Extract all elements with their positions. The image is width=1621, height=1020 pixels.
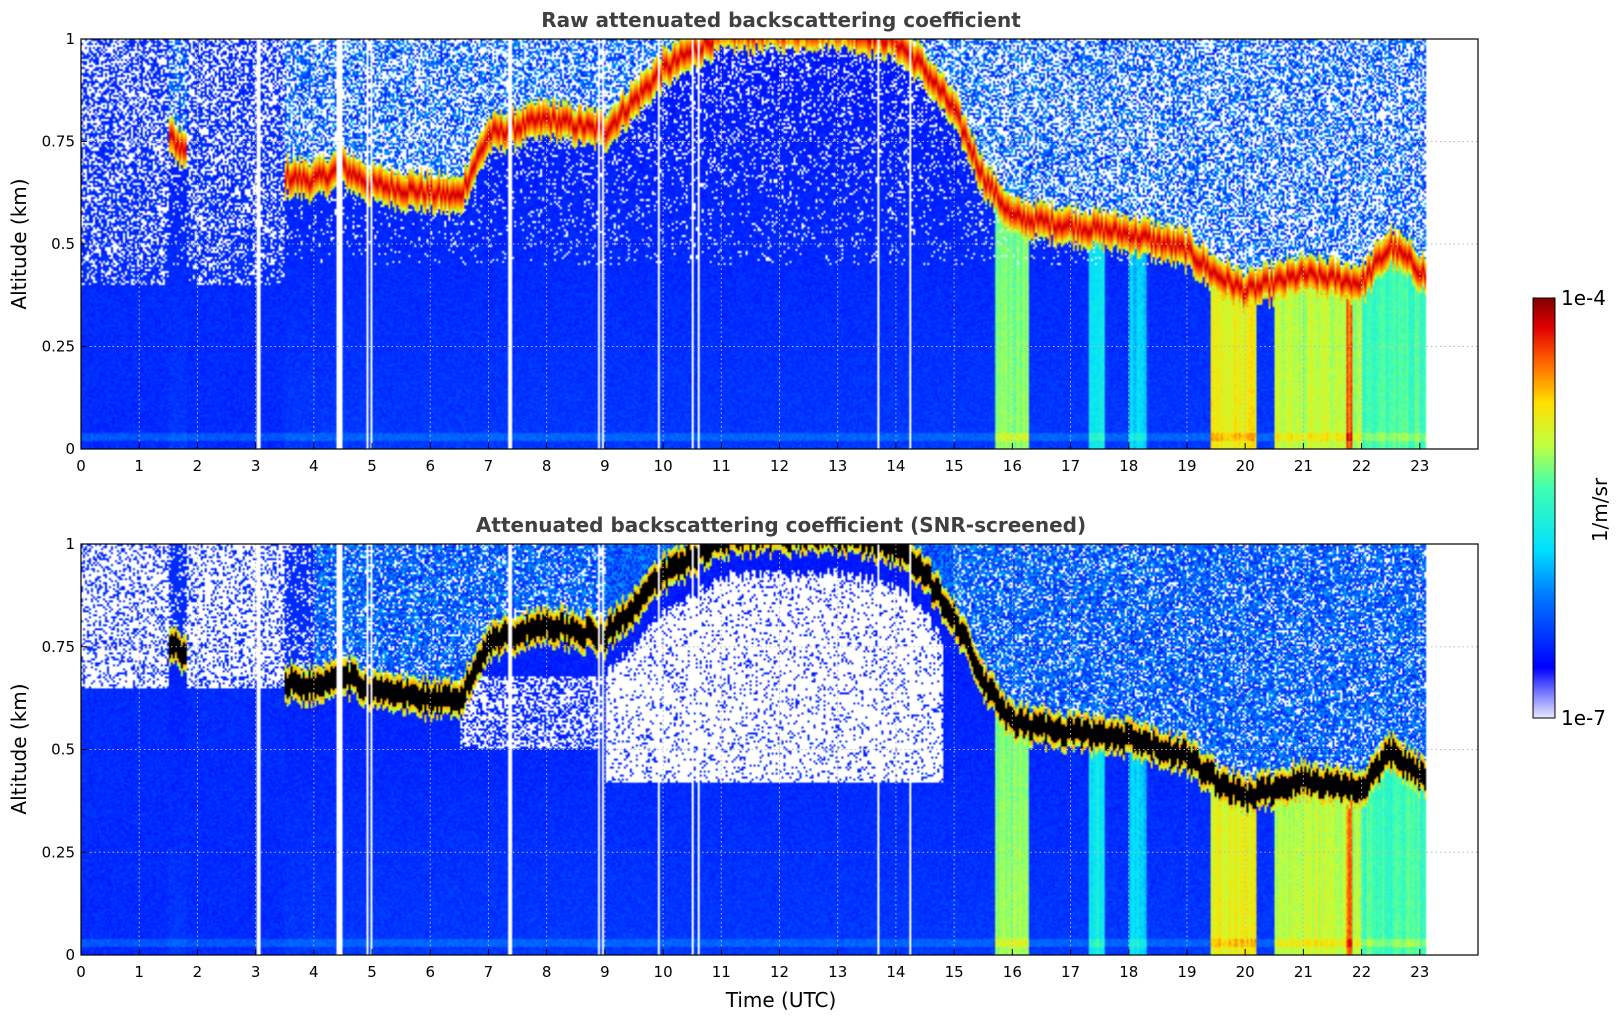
panel-1-x-tick-label: 6 [425,457,435,475]
panel-1-y-tick-label: 0.75 [42,133,75,151]
panel-1-y-tick-label: 1 [65,30,75,48]
panel-2-x-tick-label: 7 [484,963,494,981]
panel-1-x-tick-label: 23 [1410,457,1429,475]
panel-1-x-tick-label: 14 [886,457,905,475]
panel-2-x-tick-label: 5 [367,963,377,981]
panel-1-x-tick-label: 18 [1119,457,1138,475]
panel-1-x-tick-label: 17 [1061,457,1080,475]
panel-1-x-tick-label: 0 [76,457,86,475]
panel-1-y-tick-label: 0 [65,440,75,458]
colorbar-scale [1532,297,1556,719]
colorbar-max-label: 1e-4 [1561,286,1606,310]
panel-2-x-tick-label: 15 [945,963,964,981]
panel-2-x-tick-label: 18 [1119,963,1138,981]
panel-2-y-tick-label: 0 [65,946,75,964]
panel-2-x-tick-label: 6 [425,963,435,981]
panel-raw: Raw attenuated backscattering coefficien… [7,8,1479,475]
panel-2-x-tick-label: 1 [134,963,144,981]
panel-2-ylabel: Altitude (km) [7,683,31,814]
panel-2-x-tick-label: 9 [600,963,610,981]
panel-1-y-ticks: 0 0.25 0.5 0.75 1 [42,30,87,458]
panel-1-x-tick-label: 10 [654,457,673,475]
panel-1-x-tick-label: 5 [367,457,377,475]
panel-1-x-tick-label: 20 [1236,457,1255,475]
panel-2-x-tick-label: 16 [1003,963,1022,981]
panel-2-x-tick-label: 3 [251,963,261,981]
panel-1-x-tick-label: 13 [828,457,847,475]
panel-2-x-tick-label: 22 [1352,963,1371,981]
panel-1-x-tick-label: 8 [542,457,552,475]
panel-2-x-tick-label: 11 [712,963,731,981]
panel-2-x-tick-label: 2 [193,963,203,981]
panel-2-x-tick-label: 23 [1410,963,1429,981]
panel-1-y-tick-label: 0.25 [42,338,75,356]
panel-2-y-tick-label: 0.75 [42,638,75,656]
panel-screened: Attenuated backscattering coefficient (S… [7,513,1479,1012]
panel-2-x-tick-label: 12 [770,963,789,981]
panel-1-title: Raw attenuated backscattering coefficien… [541,8,1021,32]
panel-2-grid [81,544,1478,955]
panel-1-y-tick-label: 0.5 [51,235,75,253]
panel-1-x-tick-label: 9 [600,457,610,475]
colorbar: 1e-4 1e-7 1/m/sr [1532,286,1612,730]
panel-1-x-tick-label: 7 [484,457,494,475]
panel-1-x-tick-label: 21 [1294,457,1313,475]
panel-2-x-tick-label: 19 [1177,963,1196,981]
panel-2-x-tick-label: 21 [1294,963,1313,981]
panel-2-x-tick-label: 14 [886,963,905,981]
panel-2-y-ticks: 0 0.25 0.5 0.75 1 [42,535,87,964]
x-axis-label: Time (UTC) [725,988,837,1012]
panel-1-x-tick-label: 3 [251,457,261,475]
panel-1-x-ticks: 0 1 2 3 4 5 6 7 8 9 10 11 12 13 14 15 16 17 18 19 20 21 22 23 [76,443,1429,475]
panel-2-x-tick-label: 4 [309,963,319,981]
panel-2-x-tick-label: 0 [76,963,86,981]
panel-1-x-tick-label: 11 [712,457,731,475]
panel-2-y-tick-label: 0.25 [42,843,75,861]
panel-2-x-ticks: 0 1 2 3 4 5 6 7 8 9 10 11 12 13 14 15 16 17 18 19 20 21 22 23 [76,949,1429,981]
panel-2-y-tick-label: 1 [65,535,75,553]
panel-1-x-tick-label: 16 [1003,457,1022,475]
panel-1-x-tick-label: 2 [193,457,203,475]
panel-2-x-tick-label: 10 [654,963,673,981]
panel-2-title: Attenuated backscattering coefficient (S… [476,513,1086,537]
panel-2-x-tick-label: 17 [1061,963,1080,981]
panel-1-x-tick-label: 4 [309,457,319,475]
panel-1-ylabel: Altitude (km) [7,178,31,309]
panel-1-x-tick-label: 22 [1352,457,1371,475]
colorbar-min-label: 1e-7 [1561,706,1606,730]
panel-2-x-tick-label: 13 [828,963,847,981]
panel-1-x-tick-label: 19 [1177,457,1196,475]
colorbar-unit-label: 1/m/sr [1588,477,1612,542]
panel-2-x-tick-label: 20 [1236,963,1255,981]
panel-1-x-tick-label: 15 [945,457,964,475]
panel-1-grid [81,39,1478,449]
panel-2-x-tick-label: 8 [542,963,552,981]
panel-2-y-tick-label: 0.5 [51,741,75,759]
panel-1-x-tick-label: 1 [134,457,144,475]
panel-1-x-tick-label: 12 [770,457,789,475]
